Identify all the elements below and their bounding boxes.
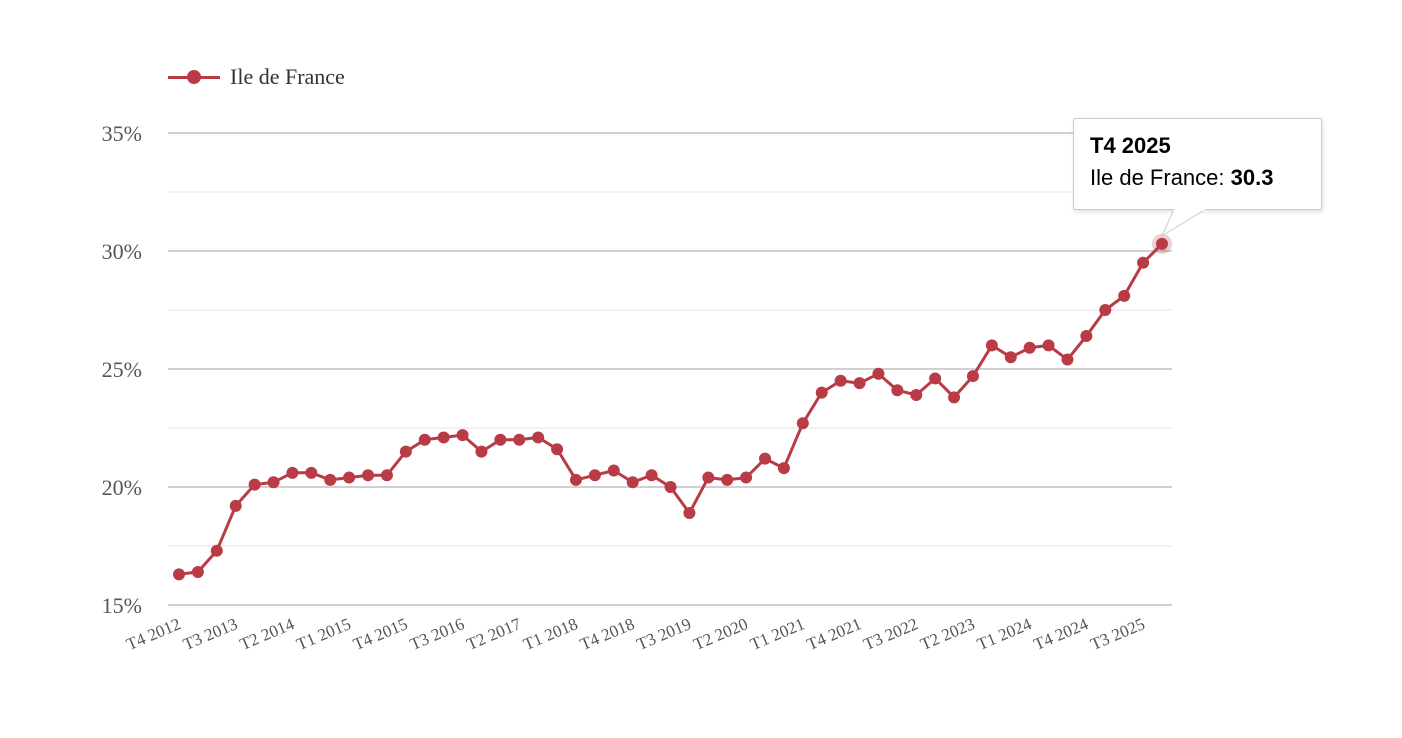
y-tick-label: 25% bbox=[102, 357, 142, 382]
data-point[interactable] bbox=[872, 367, 885, 380]
data-point[interactable] bbox=[588, 469, 601, 482]
x-tick-label: T1 2024 bbox=[974, 614, 1034, 654]
data-point[interactable] bbox=[551, 443, 564, 456]
legend[interactable]: Ile de France bbox=[168, 62, 345, 92]
data-point[interactable] bbox=[362, 469, 375, 482]
data-point[interactable] bbox=[985, 339, 998, 352]
tooltip-title: T4 2025 bbox=[1090, 133, 1171, 158]
series-line bbox=[178, 242, 1164, 576]
data-point[interactable] bbox=[1118, 289, 1131, 302]
data-point[interactable] bbox=[267, 476, 280, 489]
data-point[interactable] bbox=[173, 568, 185, 581]
data-point[interactable] bbox=[702, 471, 715, 484]
data-point[interactable] bbox=[229, 499, 242, 512]
x-tick-label: T1 2015 bbox=[294, 614, 354, 654]
data-point[interactable] bbox=[796, 417, 809, 430]
data-point[interactable] bbox=[418, 433, 431, 446]
data-point[interactable] bbox=[834, 374, 847, 387]
x-tick-label: T2 2023 bbox=[918, 614, 978, 654]
data-point[interactable] bbox=[399, 445, 412, 458]
data-point[interactable] bbox=[248, 478, 261, 491]
data-point[interactable] bbox=[191, 565, 204, 578]
x-tick-label: T4 2024 bbox=[1031, 614, 1091, 654]
data-point[interactable] bbox=[891, 384, 904, 397]
grid-lines bbox=[168, 132, 1172, 606]
data-point[interactable] bbox=[777, 462, 790, 475]
data-point[interactable] bbox=[759, 452, 772, 465]
data-point[interactable] bbox=[343, 471, 356, 484]
legend-label: Ile de France bbox=[230, 64, 345, 89]
data-point[interactable] bbox=[966, 370, 979, 383]
data-point[interactable] bbox=[853, 377, 866, 390]
data-point[interactable] bbox=[456, 429, 469, 442]
data-point[interactable] bbox=[1004, 351, 1017, 364]
data-point[interactable] bbox=[645, 469, 658, 482]
x-tick-label: T2 2014 bbox=[237, 614, 297, 654]
y-axis-labels: 15% 20% 25% 30% 35% bbox=[102, 121, 142, 618]
data-point[interactable] bbox=[569, 473, 582, 486]
data-point[interactable] bbox=[626, 476, 639, 489]
data-point[interactable] bbox=[475, 445, 488, 458]
data-point[interactable] bbox=[607, 464, 620, 477]
tooltip-line: Ile de France: 30.3 bbox=[1090, 161, 1305, 195]
tooltip: T4 2025 Ile de France: 30.3 bbox=[1073, 118, 1322, 210]
tooltip-value: 30.3 bbox=[1230, 165, 1274, 190]
data-point[interactable] bbox=[305, 466, 318, 479]
data-point[interactable] bbox=[513, 433, 526, 446]
x-tick-label: T3 2016 bbox=[407, 614, 467, 654]
data-point[interactable] bbox=[1080, 329, 1093, 342]
data-point[interactable] bbox=[1042, 339, 1055, 352]
x-tick-label: T4 2021 bbox=[804, 614, 864, 654]
x-tick-label: T1 2021 bbox=[747, 614, 807, 654]
data-point[interactable] bbox=[721, 473, 734, 486]
data-point[interactable] bbox=[210, 544, 223, 557]
tooltip-series-label: Ile de France: bbox=[1090, 165, 1231, 190]
x-tick-label: T1 2018 bbox=[521, 614, 581, 654]
data-point[interactable] bbox=[948, 391, 961, 404]
x-tick-label: T4 2018 bbox=[577, 614, 637, 654]
x-tick-label: T2 2017 bbox=[464, 614, 524, 654]
data-point[interactable] bbox=[1156, 237, 1168, 250]
data-point[interactable] bbox=[1137, 256, 1150, 269]
data-point[interactable] bbox=[1061, 353, 1074, 366]
x-tick-label: T3 2019 bbox=[634, 614, 694, 654]
data-point[interactable] bbox=[664, 481, 677, 493]
data-point[interactable] bbox=[815, 386, 828, 399]
series-ile-de-france[interactable] bbox=[173, 233, 1172, 581]
data-point[interactable] bbox=[929, 372, 942, 385]
y-tick-label: 15% bbox=[102, 593, 142, 618]
x-tick-label: T2 2020 bbox=[691, 614, 751, 654]
x-tick-label: T3 2022 bbox=[861, 614, 921, 654]
x-tick-label: T3 2013 bbox=[180, 614, 240, 654]
data-point[interactable] bbox=[1099, 304, 1112, 316]
data-point[interactable] bbox=[683, 506, 696, 519]
data-point[interactable] bbox=[532, 431, 545, 444]
y-tick-label: 20% bbox=[102, 475, 142, 500]
data-point[interactable] bbox=[740, 471, 753, 484]
x-tick-label: T3 2025 bbox=[1088, 614, 1148, 654]
y-tick-label: 30% bbox=[102, 239, 142, 264]
data-point[interactable] bbox=[324, 473, 337, 486]
x-tick-label: T4 2012 bbox=[124, 614, 184, 654]
y-tick-label: 35% bbox=[102, 121, 142, 146]
data-point[interactable] bbox=[910, 388, 923, 401]
legend-marker-icon bbox=[168, 62, 220, 92]
data-point[interactable] bbox=[494, 433, 507, 446]
data-point[interactable] bbox=[380, 469, 393, 482]
data-point[interactable] bbox=[437, 431, 450, 444]
data-point[interactable] bbox=[286, 466, 299, 479]
x-tick-label: T4 2015 bbox=[350, 614, 410, 654]
data-point[interactable] bbox=[1023, 341, 1036, 354]
